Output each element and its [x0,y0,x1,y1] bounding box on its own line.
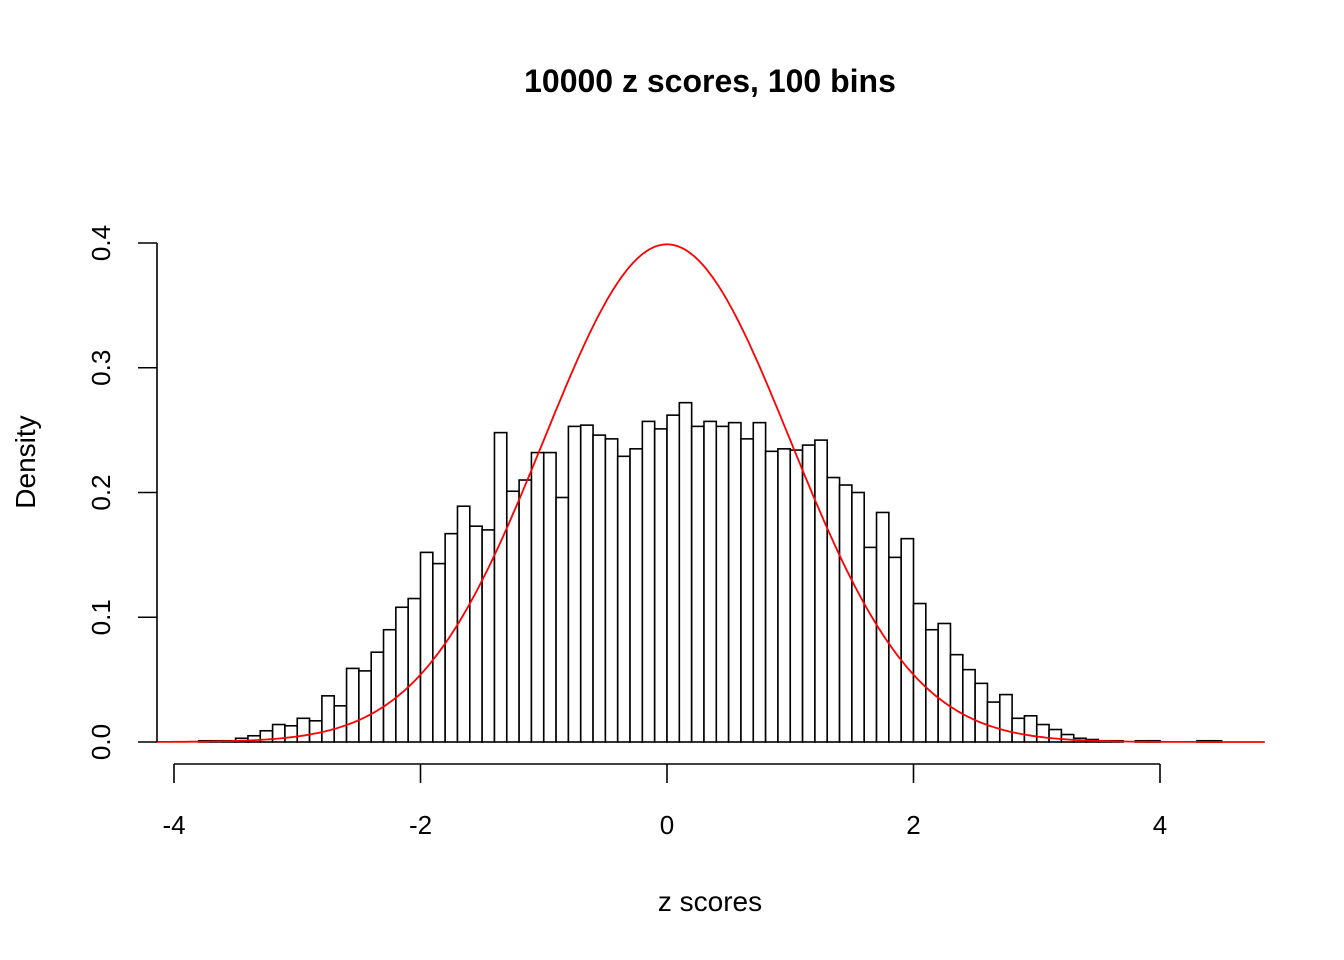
y-axis-label: Density [10,415,41,508]
histogram-bar [740,438,755,743]
histogram-bar [678,401,693,743]
histogram-bar [826,476,841,743]
histogram-bar [419,551,434,743]
x-tick-label: -2 [409,810,432,840]
histogram-bar [974,682,989,743]
histogram-bar [1035,723,1050,743]
histogram-bars [197,401,1223,743]
histogram-bar [370,651,385,743]
histogram-bar [838,484,853,743]
histogram-bar [789,449,804,743]
histogram-bar [764,450,779,743]
histogram-bar [567,425,582,743]
histogram-bar [629,448,644,743]
histogram-bar [851,491,865,743]
histogram-bar [961,668,976,743]
x-tick-label: -4 [162,810,185,840]
y-tick-label: 0.1 [86,599,116,635]
histogram-bar [925,628,939,743]
histogram-bar [653,428,668,743]
histogram-bar [888,556,902,743]
histogram-bar [998,693,1013,743]
histogram-bar [530,451,545,743]
histogram-bar [801,444,816,743]
normal-density-curve [155,243,1265,743]
histogram-bar [777,448,792,743]
histogram-bar [727,421,742,743]
chart-title: 10000 z scores, 100 bins [524,63,896,99]
histogram-bar [814,439,829,743]
histogram-bar [296,717,311,743]
histogram-bar [382,628,397,743]
histogram-bar [505,490,520,743]
histogram-bar [284,724,299,743]
histogram-bar [579,424,594,743]
histogram-bar [395,606,409,743]
histogram-bar [308,719,323,743]
histogram-bar [1011,717,1026,743]
y-tick-label: 0.3 [86,350,116,386]
histogram-bar [863,546,878,743]
histogram-bar [641,420,656,743]
histogram-bar [481,529,496,743]
histogram-bar [321,695,336,743]
y-tick-label: 0.4 [86,225,116,261]
histogram-bar [752,421,767,743]
histogram-bar [1023,715,1038,743]
histogram-bar [444,532,459,743]
histogram-bar [912,602,927,743]
histogram-bar [715,425,730,743]
histogram-bar [986,701,1001,743]
histogram-bar [690,425,705,743]
y-tick-label: 0.2 [86,474,116,510]
histogram-bar [345,667,360,743]
histogram-bar [666,414,681,743]
histogram-bar [949,653,964,743]
histogram-bar [333,705,348,743]
histogram-bar [518,479,533,743]
x-axis-label: z scores [658,886,762,917]
histogram-bar [555,496,570,743]
histogram-bar [900,537,915,743]
histogram-bar [542,451,557,743]
normal-curve-layer [155,243,1265,743]
histogram-bar [1060,733,1075,743]
x-axis: -4 -2 0 2 4 [162,763,1167,840]
histogram-bar [616,455,631,743]
y-axis: 0.0 0.1 0.2 0.3 0.4 [86,225,158,760]
histogram-bar [703,420,718,743]
histogram-bar [1048,728,1063,743]
histogram-bar [456,505,471,743]
histogram-bar [468,525,483,743]
histogram-bar [937,622,952,743]
x-tick-label: 2 [906,810,920,840]
histogram-bar [604,438,619,743]
x-tick-label: 4 [1153,810,1167,840]
histogram-bar [358,670,372,743]
histogram-bar [407,597,422,743]
histogram-bar [592,434,607,743]
histogram-bar [493,431,508,743]
y-tick-label: 0.0 [86,724,116,760]
x-tick-label: 0 [660,810,674,840]
